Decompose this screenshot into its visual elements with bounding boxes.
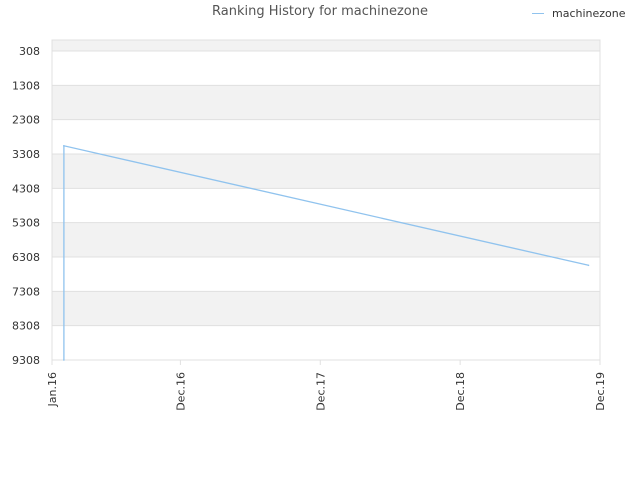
- chart-title: Ranking History for machinezone: [212, 4, 428, 19]
- plot-band: [52, 257, 600, 292]
- y-tick-label: 8308: [12, 320, 40, 333]
- x-tick-label: Dec.17: [314, 372, 327, 411]
- data-point: [63, 145, 65, 147]
- data-point: [587, 264, 590, 267]
- legend-swatch-machinezone: [532, 12, 544, 14]
- plot-band: [52, 154, 600, 189]
- legend-label-machinezone: machinezone: [552, 6, 626, 20]
- y-tick-label: 3308: [12, 148, 40, 161]
- x-tick-label: Dec.18: [454, 372, 467, 411]
- x-tick-label: Dec.19: [594, 372, 607, 411]
- plot-band: [52, 291, 600, 326]
- plot-band: [52, 85, 600, 120]
- y-tick-label: 9308: [12, 354, 40, 367]
- x-tick-label: Dec.16: [174, 372, 187, 411]
- x-tick-label: Jan.16: [46, 372, 59, 407]
- plot-band: [52, 222, 600, 257]
- plot-band: [52, 40, 600, 51]
- y-tick-label: 7308: [12, 285, 40, 298]
- y-tick-label: 5308: [12, 217, 40, 230]
- y-tick-label: 1308: [12, 79, 40, 92]
- y-tick-label: 2308: [12, 114, 40, 127]
- y-tick-label: 6308: [12, 251, 40, 264]
- legend[interactable]: machinezone: [532, 6, 626, 20]
- plot-border: [51, 39, 601, 361]
- plot-band: [52, 325, 600, 360]
- plot-band: [52, 51, 600, 86]
- y-tick-label: 4308: [12, 182, 40, 195]
- y-tick-label: 308: [19, 45, 40, 58]
- data-point: [63, 359, 65, 361]
- plot-band: [52, 119, 600, 154]
